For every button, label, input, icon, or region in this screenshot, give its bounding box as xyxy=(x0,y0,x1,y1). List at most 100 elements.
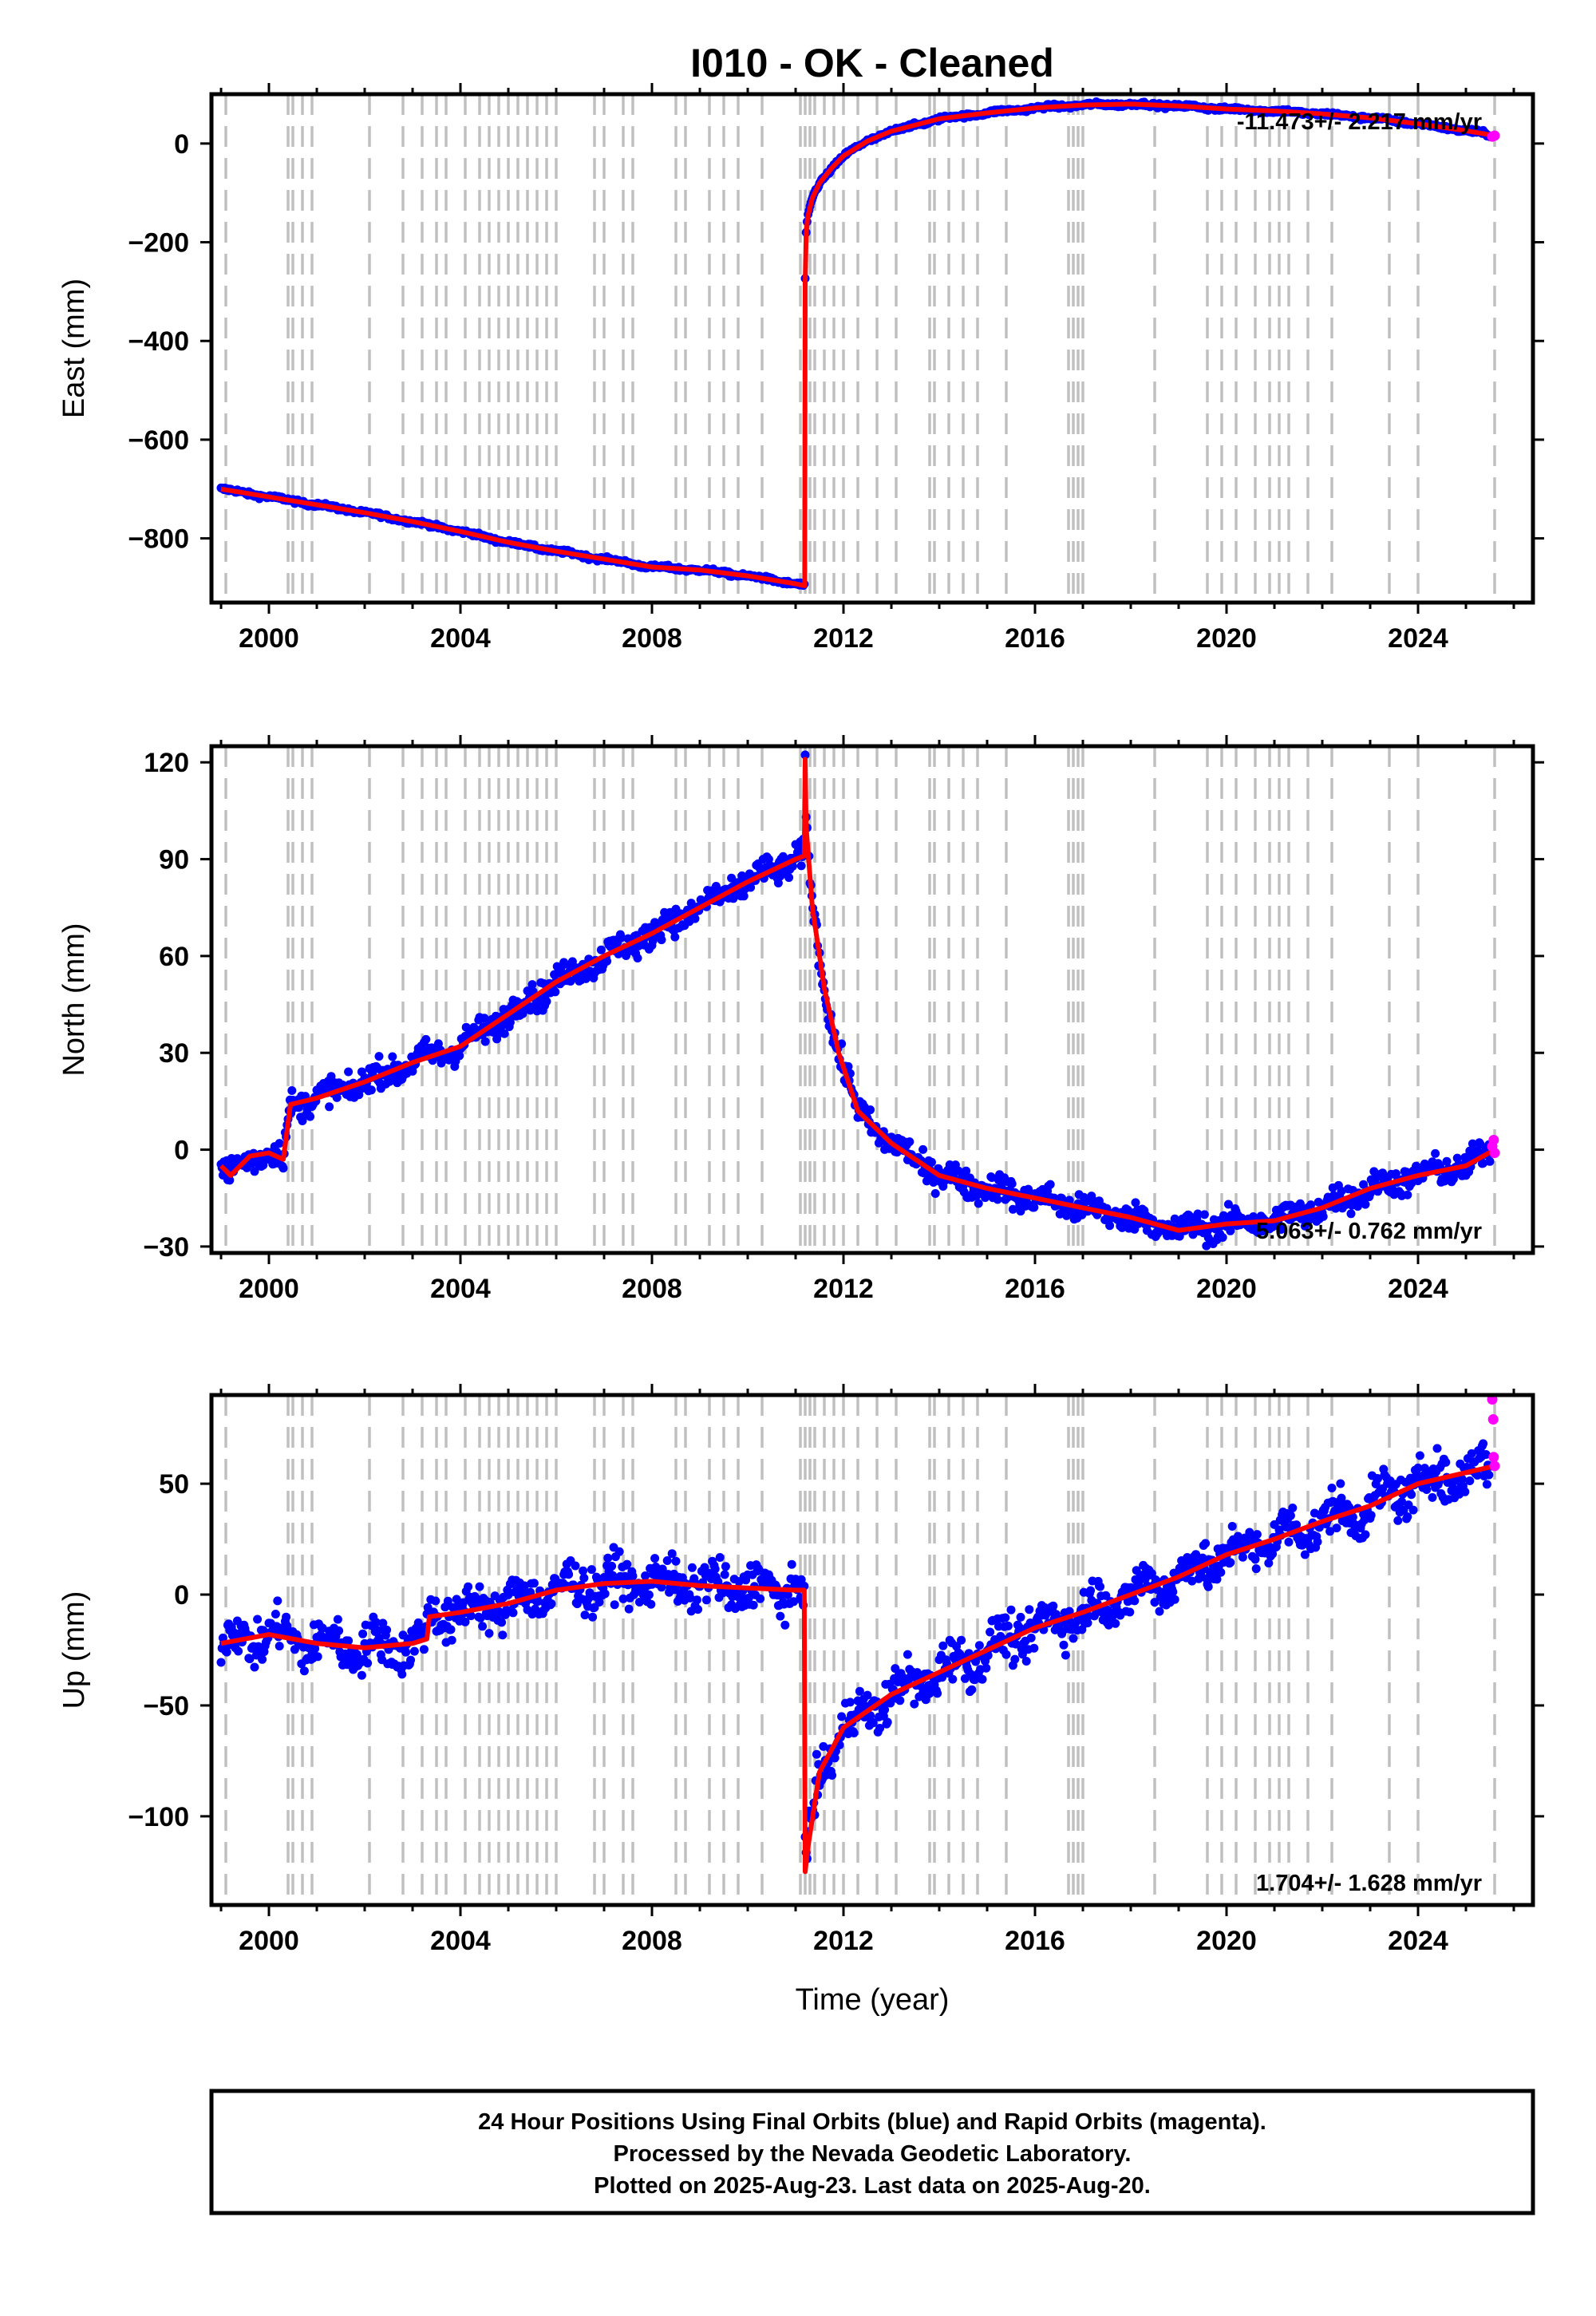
final-orbit-point xyxy=(1096,1582,1105,1591)
final-orbit-point xyxy=(1029,1643,1039,1653)
final-orbit-point xyxy=(749,1600,758,1610)
final-orbit-point xyxy=(1086,1586,1096,1595)
x-tick-label: 2000 xyxy=(239,1926,299,1956)
final-orbit-point xyxy=(970,1675,979,1685)
final-orbit-point xyxy=(1131,1198,1140,1207)
final-orbit-point xyxy=(1130,1596,1140,1606)
final-orbit-point xyxy=(687,1563,697,1572)
rapid-orbit-point xyxy=(1488,1452,1499,1463)
final-orbit-point xyxy=(1223,1199,1233,1209)
final-orbit-point xyxy=(306,1112,315,1121)
x-tick-label: 2008 xyxy=(622,1274,682,1304)
x-tick-label: 2024 xyxy=(1388,1926,1448,1956)
final-orbit-point xyxy=(1318,1211,1328,1221)
y-axis-label: Up (mm) xyxy=(57,1591,91,1709)
final-orbit-point xyxy=(1413,1463,1423,1472)
final-orbit-point xyxy=(1191,1550,1201,1559)
x-tick-label: 2024 xyxy=(1388,623,1448,654)
final-orbit-point xyxy=(895,1696,905,1705)
final-orbit-point xyxy=(1187,1576,1197,1586)
final-orbit-point xyxy=(478,1622,488,1631)
footer-line-1: 24 Hour Positions Using Final Orbits (bl… xyxy=(478,2109,1266,2135)
final-orbit-point xyxy=(987,1173,997,1182)
final-orbit-point xyxy=(657,935,666,945)
final-orbit-point xyxy=(710,1564,720,1574)
final-orbit-point xyxy=(1059,1640,1069,1650)
final-orbit-point xyxy=(290,1645,299,1654)
final-orbit-point xyxy=(1264,1559,1274,1568)
final-orbit-point xyxy=(518,1009,527,1018)
final-orbit-point xyxy=(715,1553,725,1562)
final-orbit-point xyxy=(602,956,612,966)
final-orbit-point xyxy=(1336,1479,1345,1488)
rapid-orbit-point xyxy=(1489,1460,1500,1472)
final-orbit-point xyxy=(378,1618,388,1628)
final-orbit-point xyxy=(313,1652,322,1662)
final-orbit-point xyxy=(401,1647,411,1657)
final-orbit-point xyxy=(800,750,810,760)
final-orbit-point xyxy=(1212,1575,1222,1584)
final-orbit-point xyxy=(1288,1504,1298,1512)
final-orbit-point xyxy=(464,1582,473,1591)
final-orbit-point xyxy=(587,1565,596,1575)
model-fit-line xyxy=(220,101,1495,588)
final-orbit-point xyxy=(863,1690,872,1700)
up-panel: 2000 2004 2008 2012 2016 2020 2024 50 0 −50 −100 Up… xyxy=(57,1384,1544,1956)
rapid-orbit-point xyxy=(1488,1134,1499,1145)
y-axis-label: North (mm) xyxy=(57,923,91,1076)
final-orbit-point xyxy=(930,1189,940,1198)
x-tick-label: 2020 xyxy=(1196,623,1257,654)
final-orbit-point xyxy=(868,1718,878,1728)
final-orbit-point xyxy=(1216,1567,1226,1577)
final-orbit-point xyxy=(282,1612,291,1622)
final-orbit-point xyxy=(607,1561,617,1571)
final-orbit-point xyxy=(880,1705,890,1714)
final-orbit-point xyxy=(1226,1226,1235,1235)
rapid-orbit-point xyxy=(1487,1414,1499,1425)
x-tick-label: 2004 xyxy=(430,1926,491,1956)
final-orbit-point xyxy=(962,1166,971,1176)
final-orbit-point xyxy=(452,1595,461,1604)
x-tick-label: 2016 xyxy=(1005,1926,1065,1956)
y-tick-label: −400 xyxy=(128,326,189,357)
final-orbit-point xyxy=(925,1689,934,1698)
final-orbit-point xyxy=(1306,1200,1316,1210)
x-tick-label: 2004 xyxy=(430,623,491,654)
final-orbit-point xyxy=(1238,1552,1247,1562)
final-orbit-point xyxy=(505,1018,515,1027)
final-orbit-point xyxy=(1017,1650,1027,1659)
final-orbit-point xyxy=(784,873,794,883)
final-orbit-point xyxy=(1268,1549,1278,1559)
final-orbit-point xyxy=(773,879,783,887)
final-orbit-point xyxy=(596,945,606,954)
footer-line-2: Processed by the Nevada Geodetic Laborat… xyxy=(614,2141,1132,2167)
final-orbit-point xyxy=(234,1646,243,1656)
final-orbit-point xyxy=(374,1052,384,1061)
final-orbit-point xyxy=(926,1157,936,1167)
final-orbit-point xyxy=(1327,1484,1337,1492)
final-orbit-point xyxy=(1479,1439,1488,1448)
final-orbit-point xyxy=(671,1556,681,1566)
final-orbit-point xyxy=(480,1037,490,1046)
final-orbit-point xyxy=(498,1021,508,1030)
final-orbit-point xyxy=(225,1176,235,1185)
final-orbit-point xyxy=(918,1144,928,1154)
event-lines xyxy=(224,1395,1496,1905)
chart-title: I010 - OK - Cleaned xyxy=(690,41,1054,85)
final-orbit-point xyxy=(253,1614,263,1624)
final-orbit-point xyxy=(326,1072,336,1081)
final-orbit-point xyxy=(650,1554,660,1563)
x-tick-label: 2012 xyxy=(813,1926,874,1956)
final-orbit-point xyxy=(344,1636,354,1646)
final-orbit-point xyxy=(413,1618,423,1627)
rapid-orbit-points xyxy=(1487,1394,1500,1472)
final-orbit-point xyxy=(325,1102,334,1112)
final-orbit-point xyxy=(938,1641,948,1650)
final-orbit-point xyxy=(419,1645,429,1654)
final-orbit-point xyxy=(476,1613,485,1622)
final-orbit-point xyxy=(812,1749,821,1759)
final-orbit-point xyxy=(1484,1470,1494,1480)
final-orbit-point xyxy=(783,1591,792,1599)
rapid-orbit-points xyxy=(1487,1134,1500,1159)
final-orbit-point xyxy=(819,1741,828,1751)
